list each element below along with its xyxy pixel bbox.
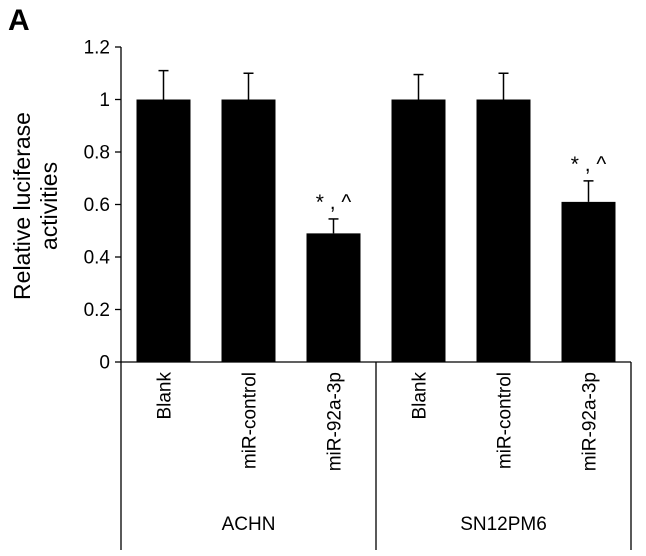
y-tick-label: 0.4 — [84, 248, 111, 269]
x-category-label: Blank — [410, 372, 431, 420]
y-axis: 0 0.2 0.4 0.6 0.8 1 1.2 — [84, 38, 122, 374]
y-tick-label: 1 — [99, 90, 110, 111]
x-category-label: miR-control — [495, 372, 516, 469]
y-axis-title: Relative luciferase activities — [9, 112, 62, 300]
significance-annotation: * , ^ — [571, 153, 607, 176]
x-category-label: miR-92a-3p — [580, 372, 601, 471]
group-label: SN12PM6 — [460, 514, 547, 535]
y-tick-label: 0 — [99, 353, 110, 374]
x-category-label: miR-control — [240, 372, 261, 469]
panel-label: A — [8, 4, 30, 37]
significance-annotation: * , ^ — [316, 191, 352, 214]
group-label: ACHN — [222, 514, 276, 535]
bar — [476, 99, 531, 362]
bar — [561, 201, 616, 362]
y-axis-title-line-2: activities — [36, 162, 62, 250]
x-category-label: Blank — [155, 372, 176, 420]
y-axis-title-line-1: Relative luciferase — [9, 112, 35, 300]
bar — [391, 99, 446, 362]
bar — [221, 99, 276, 362]
y-tick-label: 0.8 — [84, 143, 110, 164]
y-tick-label: 0.2 — [84, 300, 110, 321]
y-tick-label: 0.6 — [84, 195, 110, 216]
bar — [306, 233, 361, 362]
bar — [136, 99, 191, 362]
bars: * , ^ * , ^ — [136, 69, 616, 362]
y-tick-label: 1.2 — [84, 38, 110, 59]
x-axis: Blank miR-control miR-92a-3p Blank miR-contr… — [120, 361, 632, 550]
x-category-label: miR-92a-3p — [325, 372, 346, 471]
